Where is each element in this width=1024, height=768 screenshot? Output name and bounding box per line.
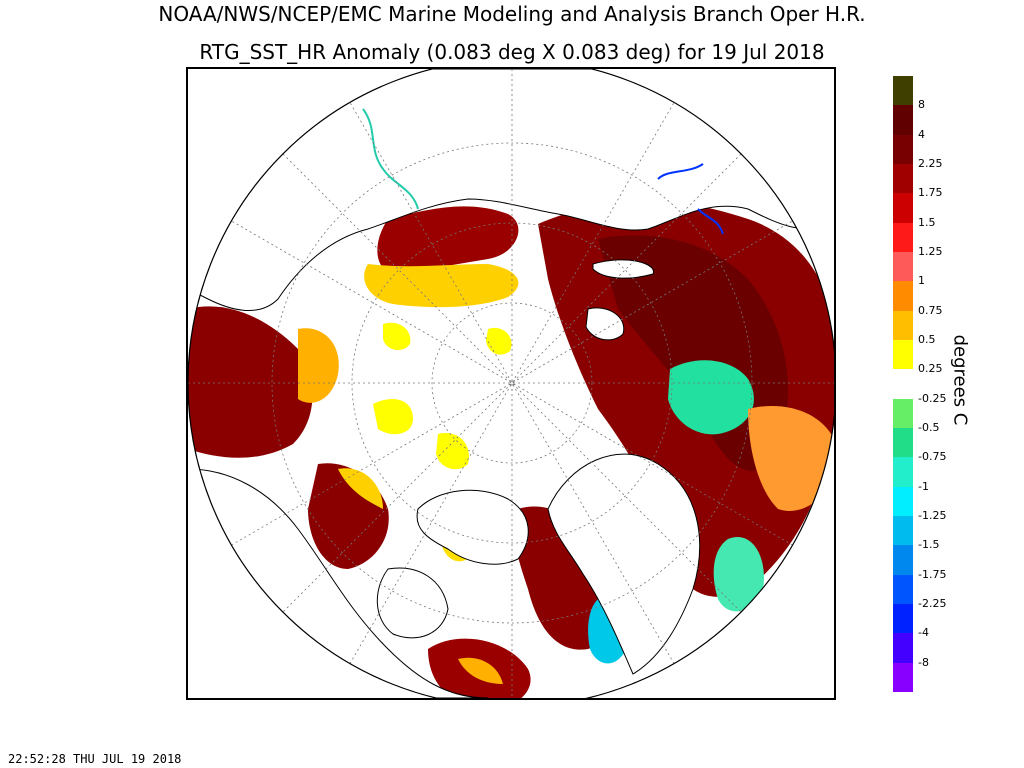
colorbar-swatch [893,281,913,312]
novaya-zemlya-land [592,259,654,279]
eurasia-land [188,69,834,312]
colorbar-tick-label: -0.75 [918,450,947,464]
bering-chukchi-anomaly [188,306,313,458]
colorbar-tick-label: 1.5 [918,215,936,229]
colorbar-swatch [893,193,913,224]
hudson-bay-fringe [458,657,503,684]
colorbar-swatch [893,164,913,194]
colorbar-tick-label: -0.25 [918,391,947,405]
cold-anomaly-patch [668,360,754,435]
beaufort-fringe [298,328,339,403]
map-title: NOAA/NWS/NCEP/EMC Marine Modeling and An… [158,2,866,26]
colorbar-tick-label: -0.5 [918,421,940,434]
greenland-land [547,453,701,675]
beaufort-sea-fringe [338,468,383,509]
central-arctic-warm-spots [383,322,411,351]
warm-fringe [748,405,834,511]
colorbar-tick-label: -4 [918,626,929,640]
colorbar-swatch [893,633,913,664]
colorbar-swatch [893,457,913,488]
colorbar-swatch [893,105,913,136]
colorbar-swatch [893,222,913,253]
colorbar-tick-label: 0.75 [918,303,943,317]
colorbar [893,76,913,693]
colorbar-swatch [893,516,913,546]
colorbar-tick-label: -1 [918,479,929,493]
svalbard-land [585,307,625,341]
central-arctic-warm-spots [373,399,413,435]
colorbar-tick-label: -8 [918,655,929,669]
colorbar-tick-label: 0.25 [918,362,943,376]
colorbar-swatch [893,398,913,429]
colorbar-tick-label: -1.25 [918,509,947,522]
colorbar-swatch [893,252,913,282]
colorbar-tick-label: -1.75 [918,567,947,581]
colorbar-swatch [893,574,913,605]
colorbar-tick-label: 2.25 [918,157,943,170]
canadian-archipelago-land [416,489,529,565]
colorbar-tick-label: 1 [918,274,925,288]
colorbar-swatch [893,310,913,341]
siberian-river [362,108,419,210]
colorbar-swatch [893,428,913,458]
colorbar-swatch [893,486,913,517]
timestamp: 22:52:28 THU JUL 19 2018 [8,752,182,766]
colorbar-swatch [893,76,913,106]
colorbar-tick-label: -2.25 [918,597,947,610]
siberian-shelf-fringe [364,264,519,308]
central-arctic-warm-spots [486,327,512,355]
cold-anomaly-patch [713,537,764,612]
colorbar-swatch [893,340,913,370]
siberian-river [657,163,704,180]
colorbar-tick-label: 8 [918,98,925,112]
colorbar-tick-label: 1.75 [918,186,943,200]
colorbar-tick-label: 1.25 [918,245,943,258]
graticule [188,69,834,698]
colorbar-tick-label: 4 [918,127,925,141]
central-arctic-warm-spots [436,433,469,470]
colorbar-tick-label: 0.5 [918,333,936,346]
colorbar-swatch [893,662,913,693]
siberian-river [697,208,724,235]
colorbar-swatch [893,369,913,400]
map-subtitle: RTG_SST_HR Anomaly (0.083 deg X 0.083 de… [199,40,825,64]
colorbar-swatch [893,545,913,576]
units-label: degrees C [949,334,971,426]
colorbar-swatch [893,134,913,165]
polar-map-svg [188,69,834,698]
colorbar-tick-label: -1.5 [918,538,940,552]
sst-anomaly-map [186,67,836,700]
colorbar-swatch [893,604,913,634]
